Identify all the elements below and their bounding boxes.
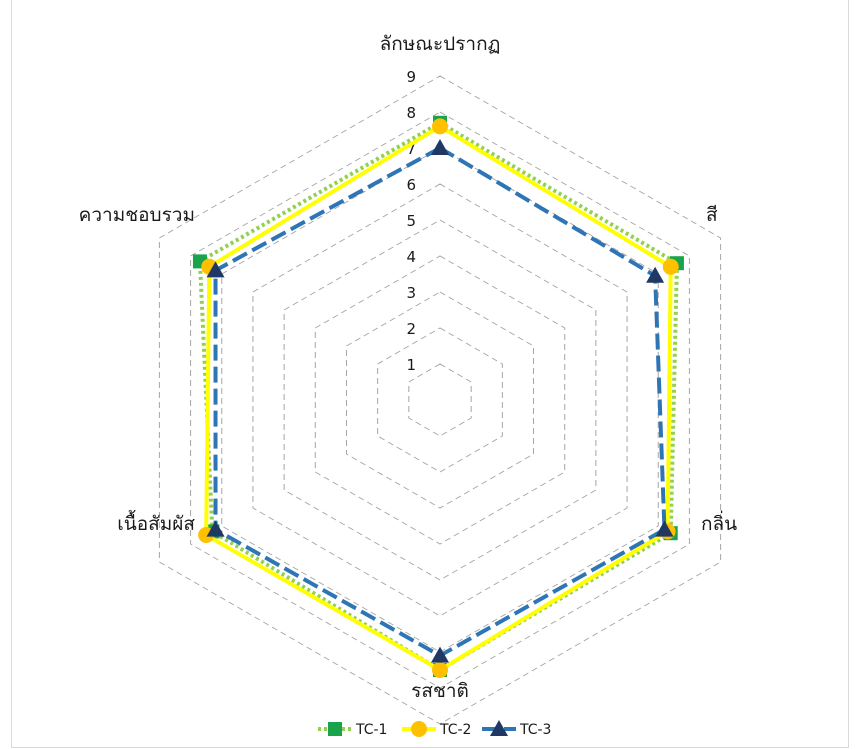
legend-label: TC-1	[355, 722, 387, 738]
series-TC-1	[192, 115, 684, 677]
grid-ring-6	[252, 183, 628, 617]
tick-label: 8	[406, 104, 416, 122]
axis-label: รสชาติ	[411, 680, 469, 702]
axis-label: กลิ่น	[701, 510, 737, 535]
series-layer	[192, 115, 684, 678]
grid-ring-1	[408, 363, 472, 437]
tick-label: 1	[406, 356, 416, 374]
data-point	[431, 646, 449, 663]
data-point	[432, 662, 448, 678]
chart-frame	[11, 0, 849, 748]
legend-item: TC-2	[402, 721, 471, 738]
axis-label: สี	[706, 204, 718, 226]
series-TC-2	[198, 118, 679, 678]
radar-grid	[158, 75, 722, 725]
series-TC-3	[206, 139, 674, 663]
grid-ring-8	[190, 111, 690, 689]
legend-label: TC-2	[439, 722, 471, 738]
grid-ring-3	[345, 291, 535, 509]
data-point	[206, 520, 225, 537]
axis-label: ความชอบรวม	[79, 204, 195, 226]
data-point	[206, 261, 225, 278]
series-line	[197, 120, 679, 673]
tick-label: 2	[406, 320, 416, 338]
tick-label: 6	[406, 176, 416, 194]
tick-label: 7	[406, 140, 416, 158]
data-point	[411, 721, 427, 737]
tick-label: 3	[406, 284, 416, 302]
data-point	[490, 720, 508, 736]
axis-label: เนื้อสัมผัส	[117, 510, 195, 535]
data-point	[655, 520, 674, 537]
series-line	[204, 124, 673, 673]
tick-label: 9	[406, 68, 416, 86]
tick-label: 4	[406, 248, 416, 266]
data-point	[431, 139, 449, 155]
legend-item: TC-1	[318, 722, 387, 738]
legend: TC-1 TC-2 TC-3	[318, 720, 551, 738]
data-point	[328, 722, 342, 736]
tick-label: 5	[406, 212, 416, 230]
data-point	[432, 118, 448, 135]
legend-item: TC-3	[482, 720, 551, 738]
grid-ring-2	[377, 327, 503, 473]
grid-ring-5	[283, 219, 597, 581]
legend-label: TC-3	[519, 722, 551, 738]
data-point	[646, 266, 665, 283]
grid-ring-9	[158, 75, 722, 725]
radial-tick-labels: 1 2 3 4 5 6 7 8 9	[406, 68, 416, 374]
data-point	[662, 258, 679, 275]
axis-label: ลักษณะปรากฏ	[380, 33, 501, 55]
grid-ring-4	[314, 255, 566, 545]
